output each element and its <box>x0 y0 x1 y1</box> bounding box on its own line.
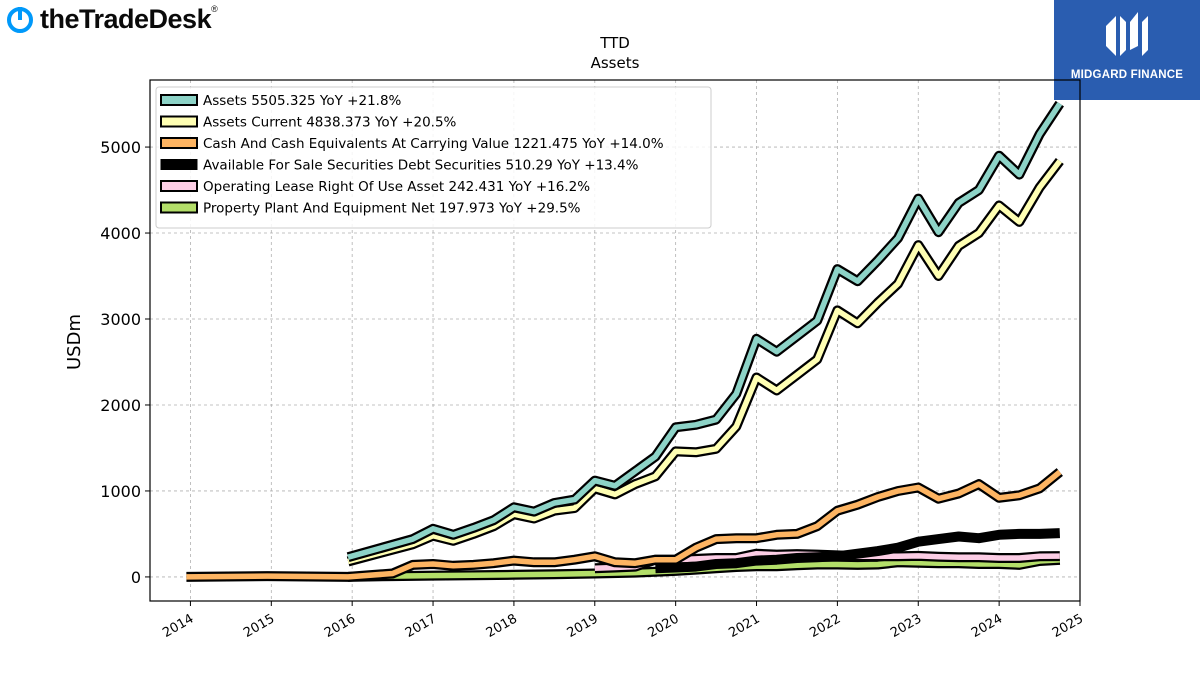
legend-label: Cash And Cash Equivalents At Carrying Va… <box>203 136 664 152</box>
legend-swatch <box>160 115 198 128</box>
y-axis-label: USDm <box>64 314 85 370</box>
x-tick-label: 2019 <box>565 611 601 641</box>
y-tick-label: 0 <box>131 568 141 587</box>
x-tick-label: 2025 <box>1050 611 1086 641</box>
y-tick-label: 5000 <box>100 138 141 157</box>
chart-subtitle: Assets <box>591 54 640 72</box>
legend-label: Operating Lease Right Of Use Asset 242.4… <box>203 179 590 195</box>
midgard-finance-logo-text: MIDGARD FINANCE <box>1070 69 1184 81</box>
midgard-finance-emblem-icon <box>1106 12 1148 56</box>
x-tick-label: 2021 <box>726 611 762 641</box>
legend-swatch <box>160 180 198 192</box>
legend-box <box>155 86 712 229</box>
x-tick-label: 2024 <box>969 611 1005 641</box>
tradedesk-logo-icon <box>7 6 33 33</box>
series-line <box>655 528 1060 574</box>
y-tick-label: 3000 <box>100 310 141 329</box>
x-tick-label: 2016 <box>322 611 358 641</box>
legend-label: Property Plant And Equipment Net 197.973… <box>203 201 581 217</box>
legend-swatch <box>160 159 198 170</box>
legend-swatch <box>160 201 198 214</box>
x-tick-label: 2023 <box>888 611 924 641</box>
x-tick-label: 2017 <box>403 611 439 641</box>
chart-title: TTD <box>599 34 630 52</box>
series-line <box>186 469 1062 580</box>
x-tick-label: 2015 <box>241 611 277 641</box>
plot-frame <box>149 79 1081 602</box>
series-lines <box>186 100 1064 582</box>
legend-label: Assets Current 4838.373 YoY +20.5% <box>203 115 457 131</box>
midgard-finance-logo: MIDGARD FINANCE <box>1054 0 1200 100</box>
y-tick-label: 1000 <box>100 482 141 501</box>
legend-swatch <box>160 94 198 106</box>
series-line <box>348 557 1060 580</box>
y-tick-label: 2000 <box>100 396 141 415</box>
x-tick-label: 2014 <box>160 611 196 641</box>
x-tick-label: 2022 <box>807 611 843 641</box>
legend-label: Available For Sale Securities Debt Secur… <box>203 158 639 174</box>
y-tick-label: 4000 <box>100 224 141 243</box>
legend-label: Assets 5505.325 YoY +21.8% <box>203 93 402 109</box>
legend: Assets 5505.325 YoY +21.8% Assets Current… <box>155 86 712 229</box>
series-line <box>347 102 1063 560</box>
legend-swatch <box>160 137 198 149</box>
series-line <box>347 159 1062 565</box>
x-tick-label: 2020 <box>645 611 681 641</box>
x-tick-label: 2018 <box>484 611 520 641</box>
tradedesk-logo-text: theTradeDesk® <box>40 4 218 34</box>
tradedesk-logo: theTradeDesk® <box>6 4 218 35</box>
